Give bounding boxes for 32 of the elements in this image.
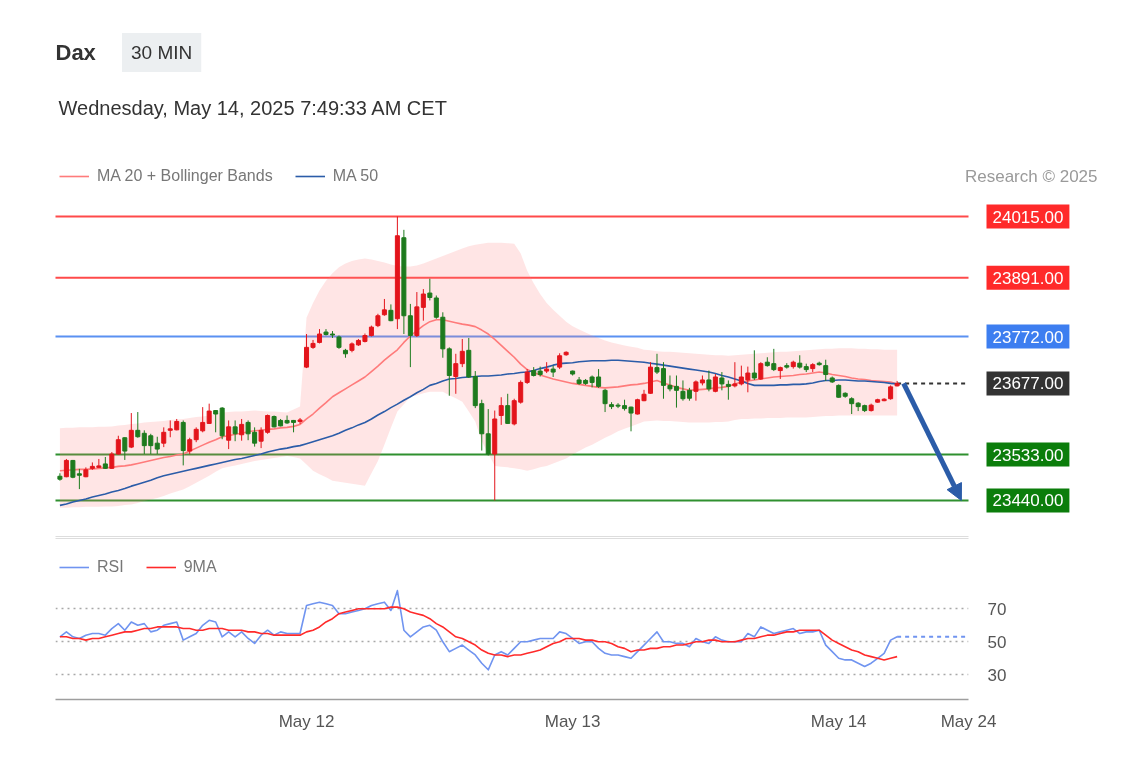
line-series: [59, 606, 898, 661]
legend-label: 9MA: [183, 558, 217, 576]
ref-line-label: 23891.00: [992, 268, 1064, 288]
ref-line-label: 24015.00: [992, 207, 1064, 227]
legend-label: RSI: [97, 558, 124, 576]
legend-label: MA 50: [332, 167, 379, 185]
candlestick: [829, 376, 835, 384]
y-tick-label: 70: [987, 599, 1007, 619]
x-tick-label: May 24: [940, 711, 997, 731]
candlestick: [751, 349, 757, 381]
ref-line-label: 23533.00: [992, 445, 1064, 465]
x-tick-label: May 14: [810, 711, 867, 731]
candlestick: [544, 361, 550, 374]
candlestick: [784, 362, 790, 370]
chart-title: Dax: [55, 40, 97, 65]
ref-line-label: 23440.00: [992, 491, 1064, 511]
x-tick-label: May 12: [278, 711, 335, 731]
text: Research © 2025: [964, 167, 1098, 186]
candlestick: [102, 456, 108, 470]
x-tick-label: May 13: [544, 711, 601, 731]
candlestick: [868, 403, 874, 413]
candlestick: [537, 366, 543, 377]
candlestick: [894, 380, 900, 387]
y-tick-label: 30: [987, 665, 1007, 685]
legend-label: MA 20 + Bollinger Bands: [97, 167, 273, 185]
chart-subtitle: Wednesday, May 14, 2025 7:49:33 AM CET: [58, 96, 447, 119]
text: 30 MIN: [131, 42, 193, 63]
candlestick: [570, 370, 576, 377]
data-label: 23677.00: [992, 374, 1064, 394]
y-tick-label: 50: [987, 632, 1007, 652]
ref-line-label: 23772.00: [992, 327, 1064, 347]
candlestick: [297, 417, 303, 425]
